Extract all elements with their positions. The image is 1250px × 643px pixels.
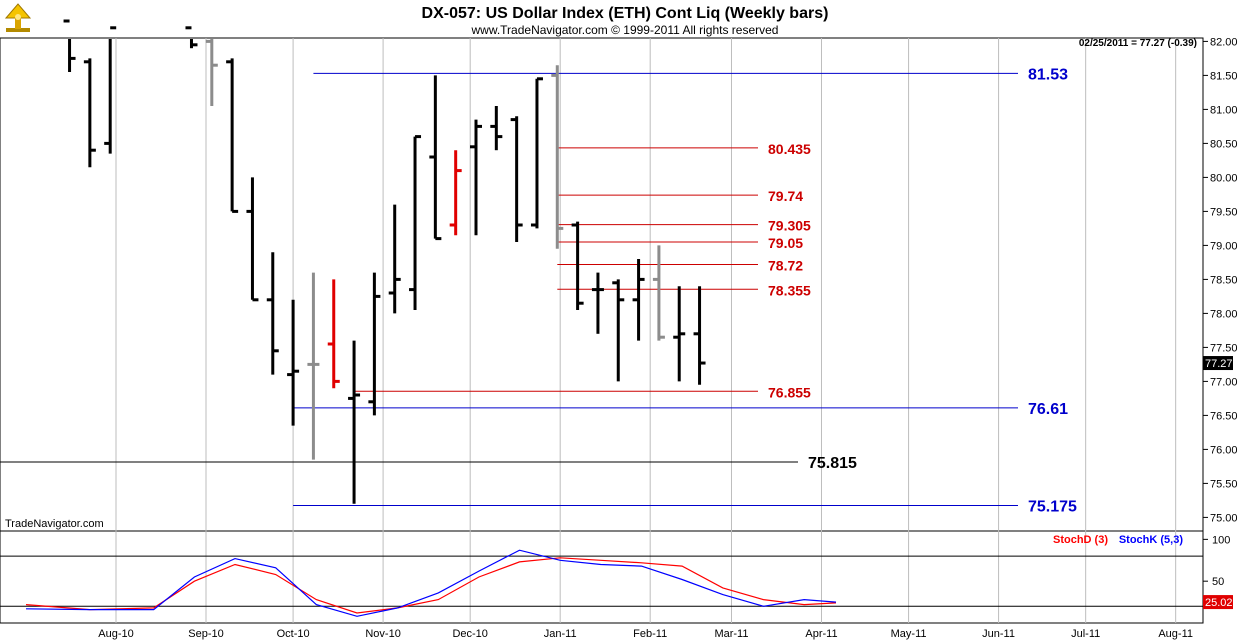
- level-label: 76.855: [768, 384, 811, 400]
- stoch-legend: StochD (3) StochK (5,3): [1053, 534, 1183, 546]
- level-label: 79.305: [768, 218, 811, 234]
- panel-frames: [0, 37, 1204, 624]
- price-bar: [530, 77, 543, 229]
- x-tick-label: Aug-11: [1158, 628, 1193, 640]
- level-label: 76.61: [1028, 401, 1068, 418]
- y-tick-label: 82.00: [1210, 36, 1238, 48]
- x-tick-label: Aug-10: [98, 628, 133, 640]
- price-bar: [470, 119, 482, 236]
- price-bar: [409, 135, 422, 310]
- stoch-last-label: 25.02: [1205, 597, 1233, 609]
- price-bar: [551, 65, 564, 249]
- x-tick-label: Feb-11: [633, 628, 667, 640]
- y-tick-label: 77.50: [1210, 342, 1238, 354]
- level-label: 75.175: [1028, 499, 1077, 516]
- x-tick-label: Dec-10: [452, 628, 487, 640]
- price-bar: [226, 58, 239, 213]
- price-bar: [287, 299, 300, 426]
- watermark-text: TradeNavigator.com: [5, 518, 104, 530]
- x-tick-label: Sep-10: [188, 628, 223, 640]
- price-bar: [429, 75, 442, 241]
- price-bar: [266, 252, 279, 375]
- price-bar: [368, 272, 381, 416]
- y-tick-label: 77.00: [1210, 376, 1238, 388]
- stoch-k-line: [25, 549, 837, 617]
- chart-subtitle: www.TradeNavigator.com © 1999-2011 All r…: [471, 23, 779, 37]
- price-bar: [205, 39, 218, 106]
- price-bar: [510, 116, 523, 242]
- y-tick-label: 75.00: [1210, 512, 1238, 524]
- price-bar: [673, 286, 686, 382]
- last-price-box: [1203, 356, 1233, 371]
- y-tick-label: 76.50: [1210, 410, 1238, 422]
- time-axis: Aug-10 Sep-10 Oct-10 Nov-10 Dec-10 Jan-11 Feb-…: [98, 628, 1193, 640]
- y-tick-label: 80.00: [1210, 172, 1238, 184]
- price-bar: [632, 259, 645, 341]
- price-bar: [307, 272, 320, 460]
- y-tick-label: 79.50: [1210, 206, 1238, 218]
- y-tick-label: 80.50: [1210, 138, 1238, 150]
- price-bars: [63, 19, 706, 504]
- y-tick-label: 78.50: [1210, 274, 1238, 286]
- price-bar: [388, 204, 401, 314]
- legend-stochk: StochK (5,3): [1119, 534, 1184, 546]
- y-tick-label: 75.50: [1210, 478, 1238, 490]
- x-tick-label: May-11: [891, 628, 927, 640]
- level-label: 81.53: [1028, 66, 1068, 83]
- stochastic-panel: 50 100 25.02: [0, 534, 1233, 617]
- last-price-label: 77.27: [1205, 358, 1233, 370]
- x-tick-label: Jan-11: [544, 628, 577, 640]
- y-tick-label: 81.50: [1210, 70, 1238, 82]
- legend-stochd: StochD (3): [1053, 534, 1108, 546]
- level-label: 79.05: [768, 235, 803, 251]
- price-bar: [591, 272, 604, 334]
- trade-navigator-logo-icon: [4, 3, 32, 32]
- x-tick-label: Nov-10: [365, 628, 400, 640]
- stoch-d-line: [25, 557, 837, 614]
- y-tick-label: 76.00: [1210, 444, 1238, 456]
- level-label: 79.74: [768, 188, 803, 204]
- stoch-y-tick-label: 50: [1212, 576, 1224, 588]
- price-bar: [693, 286, 706, 385]
- price-bar: [652, 245, 665, 341]
- level-label: 80.435: [768, 141, 811, 157]
- price-bar: [63, 19, 76, 72]
- chart-title: DX-057: US Dollar Index (ETH) Cont Liq (…: [422, 5, 829, 22]
- price-bar: [612, 279, 625, 382]
- y-tick-label: 81.00: [1210, 104, 1238, 116]
- price-axis: 75.00 75.50 76.00 76.50 77.00 77.50 78.00 78.50…: [1203, 36, 1238, 524]
- last-quote-label: 02/25/2011 = 77.27 (-0.39): [1079, 38, 1197, 49]
- stoch-last-box: [1203, 595, 1233, 610]
- price-bar: [449, 150, 462, 236]
- x-tick-label: Mar-11: [714, 628, 748, 640]
- y-tick-label: 78.00: [1210, 308, 1238, 320]
- price-bar: [185, 26, 198, 49]
- stoch-y-tick-label: 100: [1212, 534, 1230, 546]
- price-bar: [83, 58, 96, 168]
- vertical-grid: [115, 38, 1177, 623]
- x-tick-label: Apr-11: [805, 628, 837, 640]
- price-bar: [490, 106, 503, 151]
- price-bar: [571, 221, 584, 310]
- y-tick-label: 79.00: [1210, 240, 1238, 252]
- level-label: 78.72: [768, 257, 803, 273]
- price-bar: [327, 279, 340, 389]
- x-tick-label: Jun-11: [982, 628, 1015, 640]
- level-label: 78.355: [768, 282, 811, 298]
- price-bar: [104, 26, 117, 154]
- price-bar: [246, 177, 259, 302]
- x-tick-label: Oct-10: [277, 628, 310, 640]
- x-tick-label: Jul-11: [1071, 628, 1100, 640]
- price-bar: [348, 340, 361, 504]
- level-label: 75.815: [808, 455, 857, 472]
